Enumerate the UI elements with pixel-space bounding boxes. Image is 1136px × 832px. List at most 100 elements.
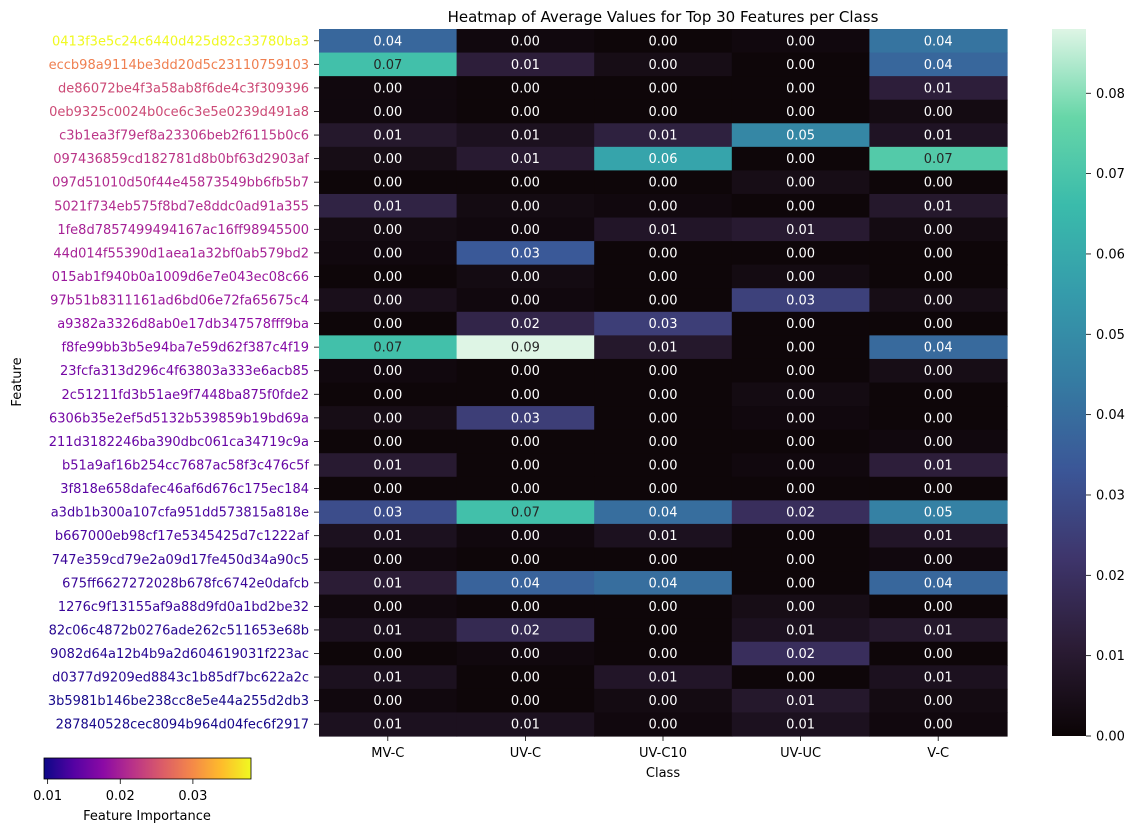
heatmap-cell: [594, 500, 733, 525]
cell-value-label: 0.00: [511, 34, 540, 49]
heatmap-cell: [869, 193, 1008, 219]
cell-value-label: 0.04: [924, 576, 953, 591]
heatmap-cell: [869, 500, 1008, 525]
cell-value-label: 0.00: [511, 364, 540, 379]
cell-value-label: 0.00: [373, 411, 402, 426]
importance-colorbar-tick-label: 0.03: [178, 789, 207, 804]
column-label: MV-C: [371, 746, 404, 761]
value-colorbar-tick-label: 0.06: [1096, 247, 1125, 262]
cell-value-label: 0.00: [373, 435, 402, 450]
row-label: 6306b35e2ef5d5132b539859b19bd69a: [49, 411, 309, 426]
cell-value-label: 0.04: [511, 576, 540, 591]
heatmap-cell: [594, 523, 733, 549]
cell-value-label: 0.04: [924, 341, 953, 356]
cell-value-label: 0.00: [649, 58, 678, 73]
heatmap-cell: [319, 429, 458, 454]
cell-value-label: 0.00: [649, 623, 678, 638]
heatmap-cell: [319, 311, 458, 336]
heatmap-cell: [456, 217, 595, 242]
value-colorbar-tick-label: 0.02: [1096, 569, 1125, 584]
heatmap-cell: [594, 712, 733, 737]
value-colorbar-gradient: [1052, 29, 1086, 736]
cell-value-label: 0.01: [649, 341, 678, 356]
cell-value-label: 0.00: [649, 294, 678, 309]
cell-value-label: 0.00: [373, 388, 402, 403]
cell-value-label: 0.03: [786, 294, 815, 309]
cell-value-label: 0.00: [786, 482, 815, 497]
row-label: 2c51211fd3b51ae9f7448ba875f0fde2: [61, 388, 309, 403]
row-label: 015ab1f940b0a1009d6e7e043ec08c66: [52, 270, 309, 285]
heatmap-cell: [869, 52, 1008, 77]
heatmap-cell: [319, 476, 458, 501]
heatmap-cell: [869, 712, 1008, 737]
cell-value-label: 0.01: [924, 81, 953, 96]
row-label: b667000eb98cf17e5345425d7c1222af: [55, 529, 310, 544]
value-colorbar-tick-label: 0.07: [1096, 167, 1125, 182]
cell-value-label: 0.00: [924, 388, 953, 403]
cell-value-label: 0.01: [511, 718, 540, 733]
cell-value-label: 0.00: [511, 294, 540, 309]
cell-value-label: 0.00: [511, 482, 540, 497]
row-label: 23fcfa313d296c4f63803a333e6acb85: [60, 364, 309, 379]
cell-value-label: 0.00: [786, 152, 815, 167]
cell-value-label: 0.00: [511, 458, 540, 473]
heatmap-cell: [319, 571, 458, 596]
cell-value-label: 0.01: [373, 529, 402, 544]
row-label: 097d51010d50f44e45873549bb6fb5b7: [52, 176, 309, 191]
cell-value-label: 0.07: [924, 152, 953, 167]
heatmap-cell: [731, 99, 870, 124]
heatmap-cell: [456, 571, 595, 596]
heatmap-cell: [869, 123, 1008, 148]
cell-value-label: 0.01: [511, 152, 540, 167]
heatmap-cell: [319, 123, 458, 148]
cell-value-label: 0.02: [786, 506, 815, 521]
heatmap-cell: [594, 288, 733, 313]
cell-value-label: 0.00: [786, 458, 815, 473]
heatmap-cell: [869, 217, 1008, 242]
row-label: de86072be4f3a58ab8f6de4c3f309396: [58, 81, 309, 96]
heatmap-cell: [319, 641, 458, 666]
cell-value-label: 0.00: [649, 34, 678, 49]
importance-colorbar-tick-label: 0.02: [106, 789, 135, 804]
heatmap-cell: [594, 382, 733, 407]
row-label: 0eb9325c0024b0ce6c3e5e0239d491a8: [49, 105, 309, 120]
row-label: d0377d9209ed8843c1b85df7bc622a2c: [52, 671, 309, 686]
heatmap-cell: [869, 358, 1008, 384]
heatmap-cell: [731, 76, 870, 101]
heatmap-cell: [594, 688, 733, 714]
row-label: f8fe99bb3b5e94ba7e59d62f387c4f19: [61, 341, 309, 356]
heatmap-cell: [731, 476, 870, 501]
row-label: 3f818e658dafec46af6d676c175ec184: [60, 482, 309, 497]
cell-value-label: 0.00: [649, 246, 678, 261]
cell-value-label: 0.00: [924, 270, 953, 285]
heatmap-cell: [731, 335, 870, 360]
cell-value-label: 0.01: [649, 223, 678, 238]
heatmap-cell: [594, 264, 733, 289]
cell-value-label: 0.01: [373, 671, 402, 686]
heatmap-cell: [869, 406, 1008, 431]
cell-value-label: 0.04: [924, 34, 953, 49]
row-label: b51a9af16b254cc7687ac58f3c476c5f: [62, 458, 309, 473]
heatmap-cell: [456, 193, 595, 219]
cell-value-label: 0.00: [786, 81, 815, 96]
heatmap-cell: [869, 571, 1008, 596]
cell-value-label: 0.00: [373, 317, 402, 332]
heatmap-cell: [869, 29, 1008, 54]
cell-value-label: 0.00: [924, 647, 953, 662]
importance-colorbar-tick-label: 0.01: [33, 789, 62, 804]
heatmap-cell: [594, 217, 733, 242]
cell-value-label: 0.00: [924, 246, 953, 261]
cell-value-label: 0.00: [786, 529, 815, 544]
x-axis-label: Class: [646, 766, 680, 781]
column-label: UV-C10: [639, 746, 687, 761]
heatmap-cell: [456, 146, 595, 171]
heatmap-cell: [456, 52, 595, 77]
heatmap-cell: [319, 241, 458, 266]
heatmap-cell: [731, 594, 870, 619]
heatmap-cell: [869, 523, 1008, 549]
heatmap-cell: [869, 76, 1008, 101]
cell-value-label: 0.00: [649, 388, 678, 403]
heatmap-cell: [319, 453, 458, 478]
cell-value-label: 0.01: [373, 129, 402, 144]
